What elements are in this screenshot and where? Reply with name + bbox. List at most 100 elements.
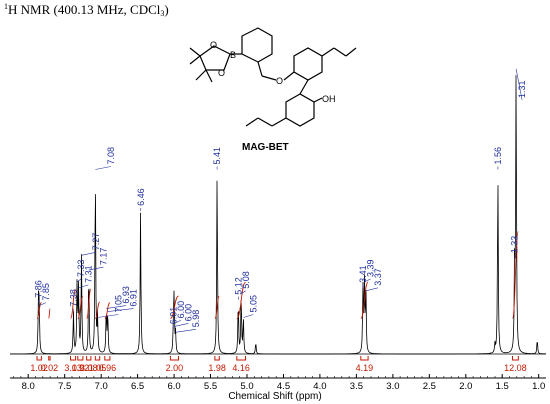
- integral-curve: [236, 281, 246, 319]
- allyl-bond: [345, 47, 357, 57]
- peak-label: 6.00: [183, 304, 193, 322]
- pinacol-ring: [199, 45, 231, 71]
- title-superscript: 1: [4, 2, 8, 11]
- title-main: H NMR (400.13 MHz, CDCl: [8, 2, 161, 17]
- integral-bracket: [94, 356, 101, 361]
- x-axis: 8.0 7.5 7.0 6.5 6.0 5.5 5.0 4.5 4.0 3.5 3.0 2.5 2.0 1…: [10, 374, 546, 392]
- integral-value: 12.08: [504, 363, 527, 373]
- peak-label: 5.05: [248, 295, 258, 313]
- peak-label: 6.93: [121, 286, 131, 304]
- integral-curve: [77, 296, 84, 319]
- molecular-structure: [189, 27, 357, 127]
- peak-leader-line: [107, 308, 134, 312]
- benzyl-bond: [257, 61, 263, 77]
- biaryl-bond: [299, 79, 309, 95]
- peak-label: 3.37: [373, 268, 383, 286]
- x-tick-label: 4.0: [313, 381, 326, 392]
- x-tick-label: 1.5: [496, 381, 509, 392]
- peak-label: 7.85: [41, 283, 51, 301]
- peak-label: 3.39: [366, 259, 376, 277]
- peak-leader-line: [106, 305, 126, 309]
- peak-label: 1.31: [517, 80, 527, 98]
- peak-label: 6.46: [136, 188, 146, 206]
- methyl-bond: [205, 69, 213, 83]
- ring-oxygen-label: O: [218, 68, 225, 78]
- peak-leader-line: [175, 329, 196, 333]
- spectrum-layer: 1.020.02 3.031.923.081.050.96 2.00 1.98 4.16…: [10, 68, 546, 373]
- integral-value: 3.08: [80, 363, 98, 373]
- integral-curve: [70, 289, 77, 319]
- peak-leader-line: [365, 287, 379, 292]
- peak-label: 5.41: [212, 147, 222, 165]
- peak-label: 6.01: [168, 307, 178, 325]
- methyl-bond: [189, 55, 201, 65]
- allyl-bond: [245, 117, 259, 127]
- phenyl-ring-2: [293, 47, 323, 81]
- integral-bracket: [77, 356, 84, 361]
- peak-label: 7.27: [91, 233, 101, 251]
- integral-bracket: [70, 356, 77, 361]
- peak-leader-line: [95, 166, 111, 170]
- peak-leader-line: [241, 290, 246, 295]
- integral-value: 0.02: [41, 363, 59, 373]
- integral-value: 1.92: [72, 363, 90, 373]
- methyl-bond: [189, 47, 201, 57]
- x-tick-label: 3.0: [386, 381, 399, 392]
- x-tick-label: 6.5: [131, 381, 144, 392]
- methyl-bond: [195, 69, 207, 81]
- integral-curve: [360, 281, 369, 319]
- allyl-bond: [321, 47, 335, 57]
- peak-leader-line: [88, 266, 104, 271]
- integral-value: 0.96: [99, 363, 117, 373]
- ether-bond: [283, 71, 295, 81]
- x-tick-label: 7.5: [58, 381, 71, 392]
- integral-bracket: [48, 356, 51, 361]
- x-tick-label: 8.0: [22, 381, 35, 392]
- x-tick-label: 6.0: [167, 381, 180, 392]
- integral-bracket: [360, 356, 369, 361]
- integral-value: 2.00: [166, 363, 184, 373]
- integral-bracket: [36, 356, 42, 361]
- title-subscript: 3: [160, 9, 165, 18]
- integral-value: 4.16: [232, 363, 250, 373]
- peak-leader-line: [76, 278, 82, 283]
- phenyl-ring-1: [241, 27, 273, 63]
- peak-label: 3.41: [358, 265, 368, 283]
- peak-label: 7.38: [68, 289, 78, 307]
- peak-label: 6.91: [128, 289, 138, 307]
- peak-leader-line: [173, 320, 182, 324]
- ether-bond: [261, 75, 277, 81]
- peak-leader-line: [81, 252, 96, 256]
- peak-label: 7.17: [98, 248, 108, 266]
- integral-value: 3.03: [64, 363, 82, 373]
- peak-label: 5.08: [241, 271, 251, 289]
- x-tick-label: 2.5: [423, 381, 436, 392]
- peak-label: 7.08: [106, 147, 116, 165]
- x-tick-label: 5.5: [204, 381, 217, 392]
- integral-curve: [512, 231, 519, 319]
- peak-label: 7.31: [83, 265, 93, 283]
- x-tick-label: 1.0: [532, 381, 545, 392]
- integral-curve: [48, 308, 51, 319]
- x-tick-label: 3.5: [350, 381, 363, 392]
- allyl-bond: [257, 117, 273, 127]
- allyl-bond: [271, 117, 287, 127]
- peak-label: 7.33: [76, 259, 86, 277]
- integral-value: 1.05: [89, 363, 107, 373]
- integral-curve: [214, 295, 220, 319]
- integral-bracket: [169, 356, 179, 361]
- integral-value: 1.98: [208, 363, 226, 373]
- integral-bracket: [512, 356, 519, 361]
- ring-oxygen-label: O: [210, 40, 217, 50]
- x-tick-label: 5.0: [240, 381, 253, 392]
- peak-label: 1.33: [510, 236, 520, 254]
- integral-curve: [94, 301, 101, 319]
- integral-curve: [104, 302, 111, 319]
- peak-leader-line: [39, 302, 47, 306]
- integral-bracket: [86, 356, 92, 361]
- x-axis-label: Chemical Shift (ppm): [228, 391, 321, 402]
- peak-leader-line: [174, 323, 189, 327]
- chart-title: 1H NMR (400.13 MHz, CDCl3): [4, 2, 169, 18]
- integral-bracket: [214, 356, 220, 361]
